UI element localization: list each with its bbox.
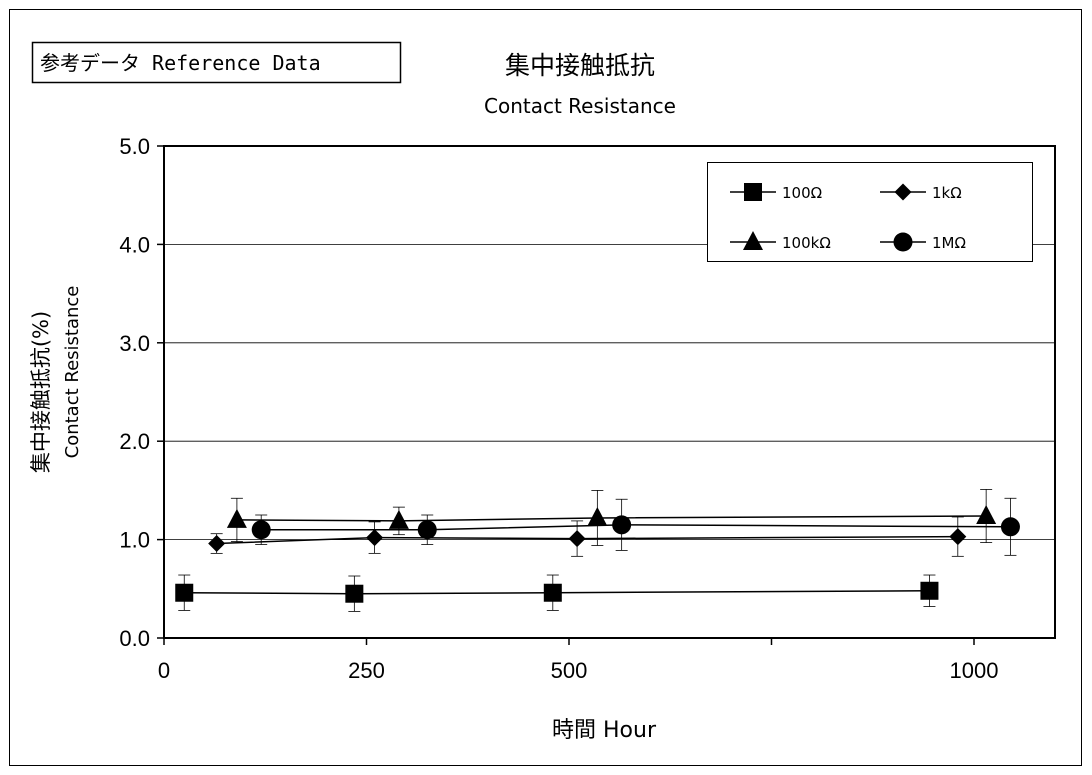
legend-entry: 100kΩ (730, 231, 831, 252)
legend-entry: 1kΩ (880, 183, 962, 202)
chart-title: 集中接触抵抗 (505, 51, 655, 80)
y-tick-label: 5.0 (119, 134, 150, 159)
legend-label: 100Ω (782, 184, 822, 202)
series-line (184, 590, 930, 595)
data-point (175, 583, 194, 602)
legend-box (707, 162, 1033, 262)
data-point (568, 530, 586, 548)
series-line (236, 515, 987, 522)
legend-entry: 1MΩ (880, 232, 966, 252)
plot-border (163, 145, 1056, 639)
series-line (216, 535, 958, 545)
outer-border (9, 9, 1082, 766)
data-point (543, 583, 562, 602)
legend: 100Ω 1kΩ 100kΩ 1MΩ (707, 162, 1033, 262)
y-tick-label: 2.0 (119, 429, 150, 454)
series-2 (226, 489, 997, 546)
y-tick-label: 4.0 (119, 232, 150, 257)
x-axis-title: 時間 Hour (552, 718, 657, 743)
legend-label: 1MΩ (932, 234, 966, 252)
data-point (920, 581, 939, 600)
data-point (417, 520, 437, 540)
data-point (251, 520, 271, 540)
y-axis-subtitle: Contact Resistance (62, 286, 83, 459)
data-point (1000, 517, 1020, 537)
series-line (261, 524, 1011, 531)
legend-marker (744, 183, 762, 201)
data-point (587, 506, 608, 526)
x-tick-label: 500 (551, 658, 588, 683)
legend-marker (894, 183, 912, 201)
series-0 (175, 574, 939, 612)
x-tick-label: 0 (158, 658, 170, 683)
y-tick-label: 0.0 (119, 626, 150, 651)
data-point (208, 535, 226, 553)
data-point (976, 504, 997, 524)
data-point (226, 508, 247, 528)
y-axis-title: 集中接触抵抗(%) (29, 311, 53, 473)
series-3 (251, 497, 1020, 556)
series-1 (208, 516, 967, 557)
legend-marker (743, 231, 763, 250)
y-tick-label: 1.0 (119, 528, 150, 553)
legend-label: 1kΩ (932, 184, 962, 202)
x-tick-label: 250 (348, 658, 385, 683)
data-point (949, 528, 967, 546)
legend-marker (893, 232, 913, 252)
data-point (612, 515, 632, 535)
series-group (175, 489, 1020, 612)
x-axis: 0 250 500 1000 (158, 638, 999, 683)
y-tick-label: 3.0 (119, 331, 150, 356)
y-axis: 0.0 1.0 2.0 3.0 4.0 5.0 (119, 134, 164, 651)
reference-label: 参考データ Reference Data (40, 51, 321, 75)
x-tick-label: 1000 (950, 658, 999, 683)
legend-label: 100kΩ (782, 234, 831, 252)
legend-entry: 100Ω (730, 183, 822, 202)
data-point (388, 509, 409, 529)
chart-subtitle: Contact Resistance (484, 94, 676, 118)
data-point (345, 584, 364, 603)
reference-box (31, 41, 402, 84)
data-point (366, 529, 384, 547)
